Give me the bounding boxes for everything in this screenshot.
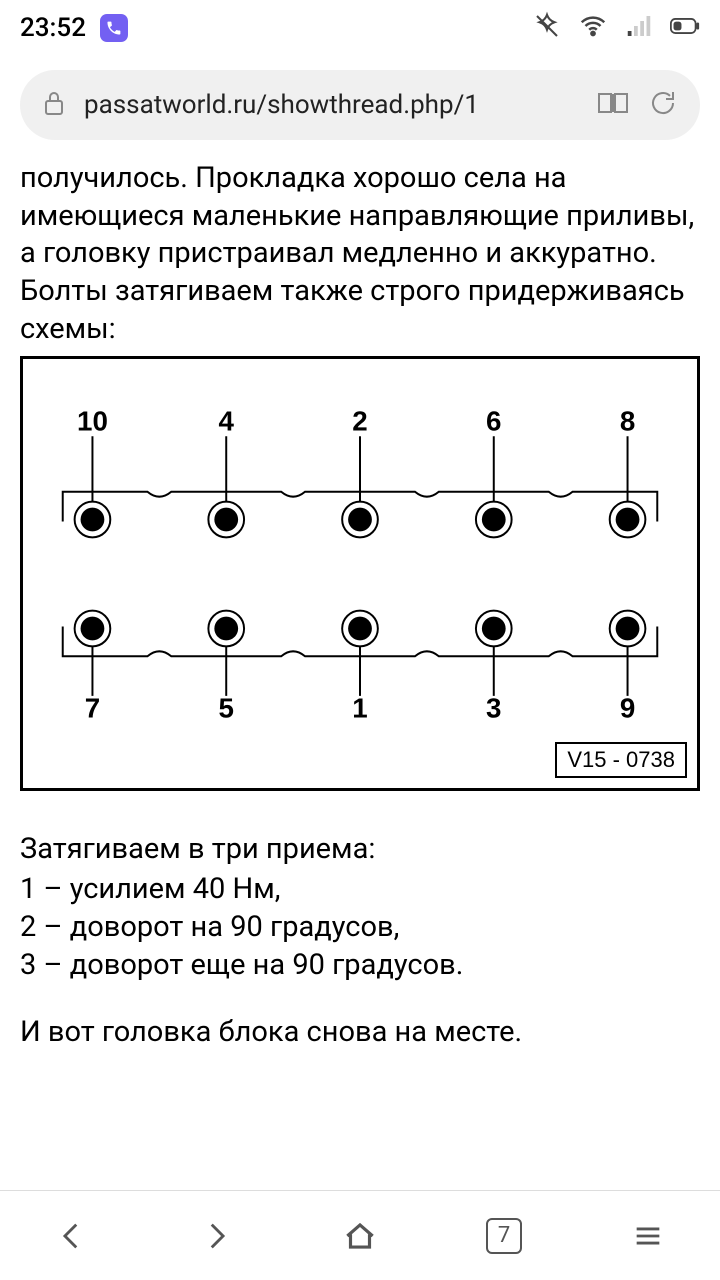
page-content: получилось. Прокладка хорошо села на име… (0, 160, 720, 1190)
diagram-code: V15 - 0738 (555, 742, 687, 779)
reload-icon[interactable] (648, 88, 678, 122)
status-right (532, 11, 700, 45)
svg-text:6: 6 (486, 406, 501, 437)
mute-icon (532, 11, 562, 45)
signal-icon (624, 11, 654, 45)
svg-text:8: 8 (620, 406, 635, 437)
tab-count: 7 (486, 1218, 522, 1254)
forward-button[interactable] (186, 1206, 246, 1266)
tabs-button[interactable]: 7 (474, 1206, 534, 1266)
battery-icon (670, 11, 700, 45)
menu-button[interactable] (618, 1206, 678, 1266)
svg-text:10: 10 (77, 406, 108, 437)
reader-icon[interactable] (596, 89, 630, 121)
lock-icon (42, 89, 66, 121)
steps-list: 1 – усилием 40 Нм,2 – доворот на 90 град… (20, 871, 700, 984)
step-line: 1 – усилием 40 Нм, (20, 871, 700, 909)
svg-text:3: 3 (486, 693, 501, 724)
svg-text:7: 7 (85, 693, 100, 724)
url-bar[interactable]: passatworld.ru/showthread.php/1 (20, 70, 700, 140)
steps-heading: Затягиваем в три приема: (20, 831, 700, 869)
paragraph-intro: получилось. Прокладка хорошо села на име… (20, 160, 700, 348)
step-line: 3 – доворот еще на 90 градусов. (20, 947, 700, 985)
status-bar: 23:52 (0, 0, 720, 55)
svg-text:1: 1 (352, 693, 367, 724)
paragraph-outro: И вот головка блока снова на месте. (20, 1014, 700, 1052)
home-button[interactable] (330, 1206, 390, 1266)
svg-text:4: 4 (219, 406, 235, 437)
status-time: 23:52 (20, 13, 86, 43)
wifi-icon (578, 11, 608, 45)
back-button[interactable] (42, 1206, 102, 1266)
svg-text:5: 5 (219, 693, 234, 724)
status-left: 23:52 (20, 13, 128, 43)
step-line: 2 – доворот на 90 градусов, (20, 909, 700, 947)
torque-diagram-svg: 10 4 2 6 8 7 5 1 3 9 (33, 389, 687, 759)
svg-text:2: 2 (352, 406, 367, 437)
browser-bottom-nav: 7 (0, 1190, 720, 1280)
viber-icon (100, 14, 128, 42)
svg-text:9: 9 (620, 693, 635, 724)
torque-diagram: 10 4 2 6 8 7 5 1 3 9 V15 - 0738 (20, 356, 700, 791)
url-text: passatworld.ru/showthread.php/1 (84, 90, 578, 120)
